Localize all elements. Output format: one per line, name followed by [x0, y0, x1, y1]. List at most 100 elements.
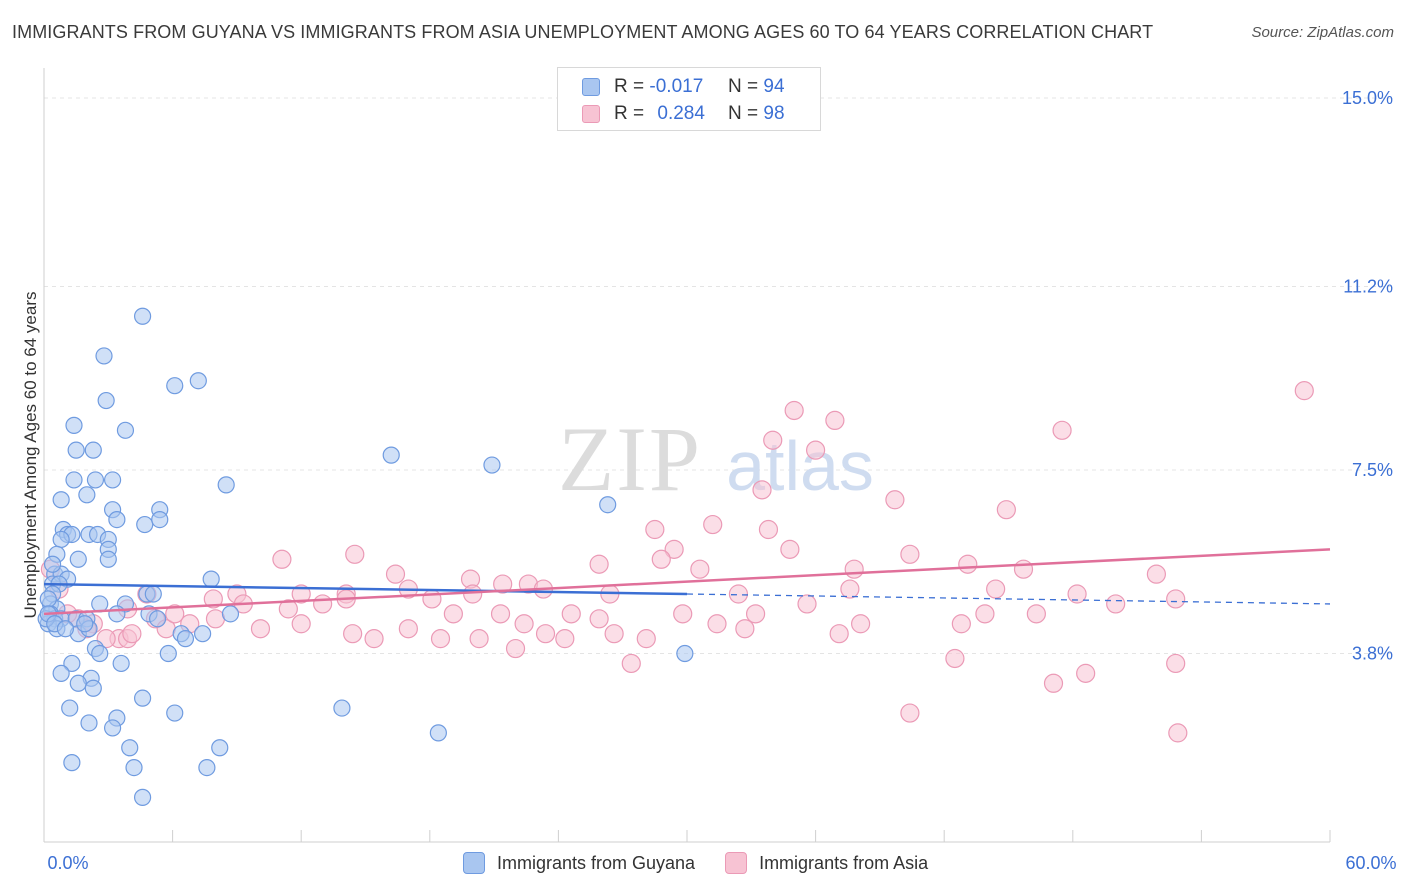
data-point-asia: [951, 614, 971, 634]
y-axis-label: Unemployment Among Ages 60 to 64 years: [21, 291, 40, 619]
data-point-asia: [690, 559, 710, 579]
data-point-asia: [885, 490, 905, 510]
data-point-asia: [430, 629, 451, 649]
data-point-asia: [758, 519, 779, 540]
data-point-asia: [291, 584, 311, 604]
data-point-guyana: [91, 644, 109, 663]
data-point-guyana: [382, 446, 400, 464]
legend-row-asia: R = 0.284 N = 98: [582, 103, 785, 125]
data-point-asia: [122, 624, 142, 644]
data-point-asia: [398, 619, 418, 639]
data-point-guyana: [78, 486, 96, 504]
y-tick-labels: 3.8% 7.5% 11.2% 15.0%: [1342, 88, 1393, 664]
data-point-asia: [505, 638, 526, 659]
legend-item-guyana: Immigrants from Guyana: [463, 852, 695, 874]
series-legend: Immigrants from Guyana Immigrants from A…: [463, 852, 958, 874]
data-point-guyana: [148, 610, 167, 628]
data-point-asia: [829, 624, 849, 644]
data-point-guyana: [76, 615, 94, 633]
data-point-guyana: [133, 689, 152, 707]
watermark: ZIP atlas: [558, 408, 874, 510]
data-point-asia: [345, 544, 365, 564]
data-point-guyana: [86, 471, 105, 489]
data-point-asia: [645, 519, 665, 540]
data-point-guyana: [159, 644, 177, 663]
data-point-asia: [493, 574, 513, 594]
data-point-guyana: [144, 585, 162, 603]
data-point-asia: [272, 549, 292, 569]
data-point-asia: [343, 624, 363, 644]
legend-n-label: N =: [728, 103, 759, 124]
legend-n-value-guyana: 94: [763, 76, 785, 97]
legend-swatch-guyana: [463, 852, 485, 874]
data-point-asia: [735, 619, 755, 639]
data-point-guyana: [133, 788, 152, 806]
trend-lines: [43, 548, 1331, 616]
trend-line-asia: [43, 548, 1331, 616]
data-point-guyana: [56, 620, 75, 638]
y-tick-label: 15.0%: [1342, 88, 1393, 108]
data-point-guyana: [333, 699, 351, 717]
data-point-guyana: [211, 739, 229, 757]
data-point-asia: [203, 589, 223, 609]
y-tick-label: 11.2%: [1343, 276, 1393, 296]
data-point-asia: [900, 703, 920, 723]
legend-r-value-guyana: -0.017: [649, 76, 704, 97]
data-point-asia: [589, 609, 609, 629]
data-point-asia: [1294, 381, 1314, 401]
data-point-asia: [555, 629, 575, 649]
x-tick-label-left: 0.0%: [47, 853, 88, 873]
data-point-asia: [851, 614, 871, 634]
data-point-guyana: [65, 471, 83, 489]
data-point-asia: [958, 554, 978, 574]
axes: [43, 68, 1331, 843]
data-point-asia: [900, 544, 920, 564]
data-point-asia: [1106, 594, 1126, 614]
data-point-guyana: [103, 719, 122, 737]
data-point-guyana: [97, 391, 115, 410]
data-point-guyana: [52, 664, 70, 682]
data-point-asia: [1146, 564, 1166, 584]
data-point-asia: [250, 619, 271, 639]
data-point-asia: [825, 410, 845, 430]
legend-swatch-asia: [725, 852, 748, 874]
data-point-asia: [385, 564, 406, 584]
data-point-asia: [1076, 663, 1096, 683]
chart-title: IMMIGRANTS FROM GUYANA VS IMMIGRANTS FRO…: [12, 22, 1154, 42]
source-label: Source: ZipAtlas.com: [1251, 24, 1394, 41]
y-tick-label: 7.5%: [1352, 460, 1393, 480]
correlation-legend: R = -0.017 N = 94 R = 0.284 N = 98: [557, 67, 821, 131]
data-point-asia: [291, 614, 311, 634]
data-point-asia: [490, 604, 511, 624]
data-point-asia: [561, 604, 581, 624]
data-point-asia: [707, 614, 727, 634]
data-point-guyana: [39, 590, 57, 608]
data-point-asia: [651, 549, 671, 569]
data-point-guyana: [63, 754, 81, 772]
data-point-asia: [728, 584, 749, 604]
legend-r-value-asia: 0.284: [657, 103, 705, 124]
data-point-guyana: [176, 630, 195, 648]
data-point-asia: [986, 579, 1006, 599]
data-point-guyana: [52, 491, 70, 509]
data-point-asia: [745, 604, 766, 624]
data-point-guyana: [108, 605, 126, 623]
data-point-asia: [621, 653, 641, 674]
data-point-guyana: [166, 377, 184, 395]
data-point-guyana: [166, 704, 184, 722]
trend-line-guyana-extension: [686, 593, 1331, 605]
grid-lines: [44, 97, 1392, 655]
legend-n-label: N =: [728, 76, 759, 97]
data-point-asia: [784, 400, 804, 421]
data-point-guyana: [61, 699, 79, 717]
data-point-asia: [589, 554, 609, 574]
data-point-guyana: [429, 724, 447, 742]
watermark-atlas: atlas: [726, 427, 874, 505]
data-point-asia: [840, 579, 860, 599]
data-point-guyana: [151, 510, 169, 529]
data-point-guyana: [43, 555, 62, 573]
data-point-asia: [945, 648, 965, 669]
data-point-guyana: [116, 421, 135, 439]
trend-line-guyana: [43, 582, 688, 596]
